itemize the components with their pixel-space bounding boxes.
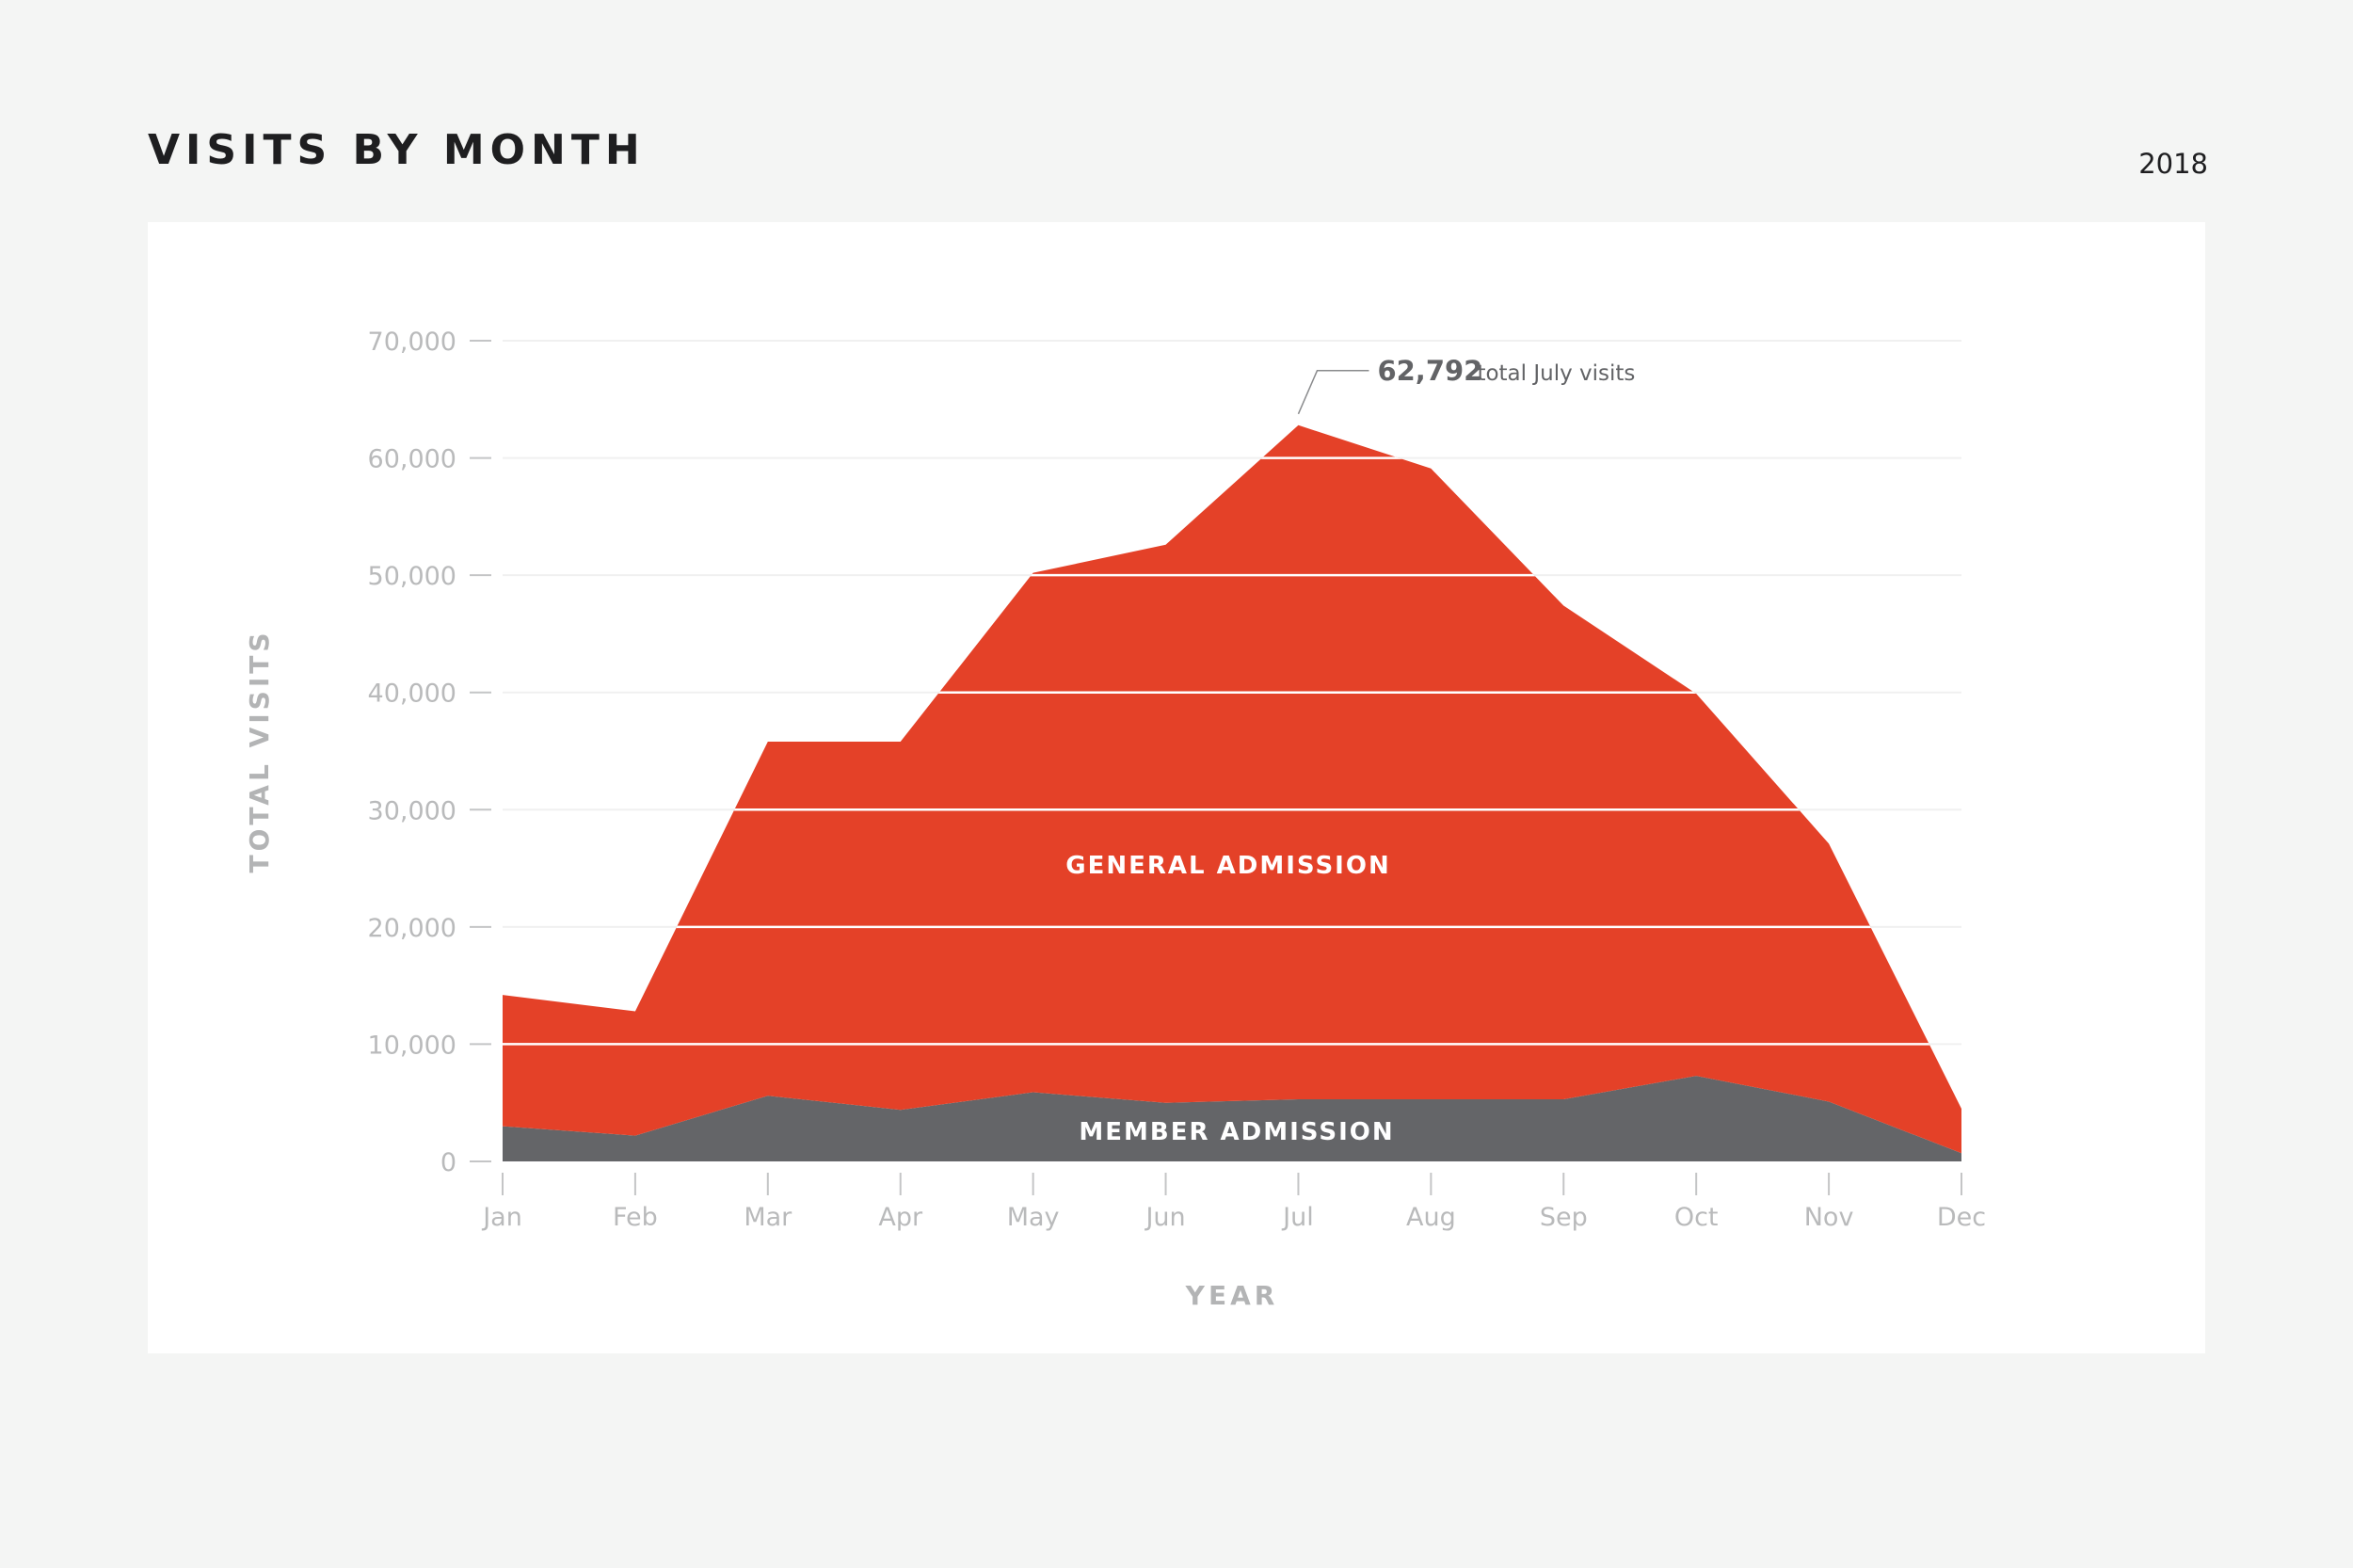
x-tick-label: Feb	[613, 1203, 658, 1232]
y-axis-title: TOTAL VISITS	[244, 629, 275, 872]
y-tick-label: 20,000	[368, 914, 456, 943]
page-title: VISITS BY MONTH	[148, 126, 646, 174]
x-tick-label: Jun	[1144, 1203, 1185, 1232]
annotation-leader	[1297, 370, 1369, 415]
series-label-member-admission: MEMBER ADMISSION	[1079, 1118, 1394, 1146]
y-tick-label: 60,000	[368, 445, 456, 474]
x-tick-label: Mar	[744, 1203, 792, 1232]
x-tick-label: Apr	[878, 1203, 923, 1232]
y-tick-label: 10,000	[368, 1031, 456, 1060]
x-tick-label: Jan	[481, 1203, 522, 1232]
y-tick-label: 70,000	[368, 328, 456, 357]
y-tick-label: 30,000	[368, 796, 456, 825]
x-tick-label: Oct	[1674, 1203, 1719, 1232]
annotation-text: total July visits	[1477, 361, 1635, 386]
series-label-general-admission: GENERAL ADMISSION	[1065, 852, 1390, 880]
x-tick-label: Jul	[1281, 1203, 1314, 1232]
year-label: 2018	[2138, 148, 2208, 180]
x-tick-label: Aug	[1406, 1203, 1456, 1232]
x-axis-title: YEAR	[1185, 1280, 1279, 1311]
area-member-admission	[503, 1076, 1961, 1161]
area-general-admission	[503, 424, 1961, 1154]
x-tick-label: Nov	[1804, 1203, 1854, 1232]
x-tick-label: Dec	[1937, 1203, 1986, 1232]
y-tick-label: 40,000	[368, 680, 456, 709]
y-tick-label: 50,000	[368, 562, 456, 591]
visits-area-chart: 0 10,000 20,000 30,000 40,000 50,000 60,000 70,…	[244, 328, 1986, 1311]
y-tick-label: 0	[440, 1148, 456, 1177]
chart-card: 0 10,000 20,000 30,000 40,000 50,000 60,000 70,…	[148, 222, 2205, 1353]
x-tick-label: May	[1007, 1203, 1060, 1232]
annotation-value: 62,792	[1377, 355, 1482, 387]
x-tick-label: Sep	[1540, 1203, 1588, 1232]
